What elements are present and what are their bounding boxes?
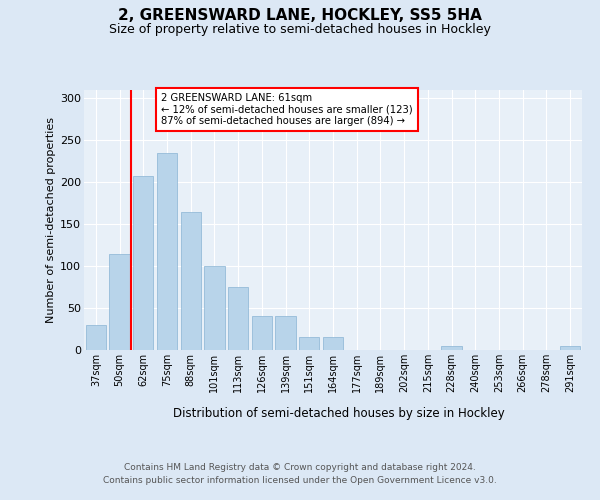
Text: Size of property relative to semi-detached houses in Hockley: Size of property relative to semi-detach…	[109, 22, 491, 36]
Bar	[157, 153, 177, 350]
Bar	[560, 346, 580, 350]
Bar	[275, 316, 296, 350]
Bar	[299, 338, 319, 350]
Bar	[323, 338, 343, 350]
Text: Distribution of semi-detached houses by size in Hockley: Distribution of semi-detached houses by …	[173, 408, 505, 420]
Bar	[181, 212, 201, 350]
Text: Contains HM Land Registry data © Crown copyright and database right 2024.: Contains HM Land Registry data © Crown c…	[124, 462, 476, 471]
Text: 2 GREENSWARD LANE: 61sqm
← 12% of semi-detached houses are smaller (123)
87% of : 2 GREENSWARD LANE: 61sqm ← 12% of semi-d…	[161, 92, 413, 126]
Bar	[86, 325, 106, 350]
Text: 2, GREENSWARD LANE, HOCKLEY, SS5 5HA: 2, GREENSWARD LANE, HOCKLEY, SS5 5HA	[118, 8, 482, 22]
Y-axis label: Number of semi-detached properties: Number of semi-detached properties	[46, 117, 56, 323]
Bar	[228, 287, 248, 350]
Bar	[133, 176, 154, 350]
Text: Contains public sector information licensed under the Open Government Licence v3: Contains public sector information licen…	[103, 476, 497, 485]
Bar	[442, 346, 461, 350]
Bar	[205, 266, 224, 350]
Bar	[252, 316, 272, 350]
Bar	[109, 254, 130, 350]
